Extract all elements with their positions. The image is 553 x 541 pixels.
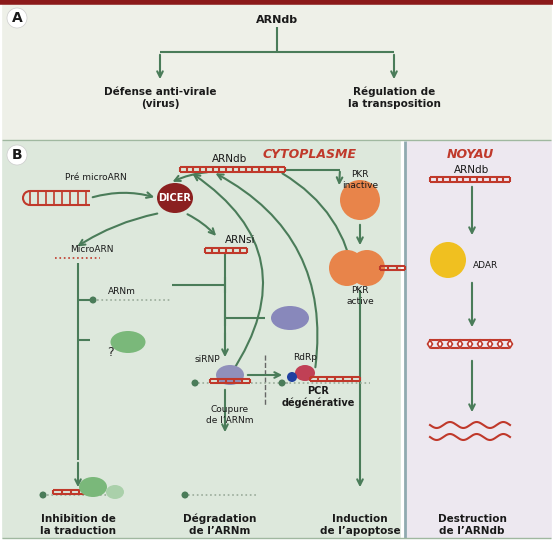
- Polygon shape: [477, 340, 483, 348]
- Text: ADAR: ADAR: [473, 261, 498, 270]
- Polygon shape: [467, 340, 472, 348]
- Polygon shape: [488, 340, 493, 348]
- Text: Coupure
de l’ARNm: Coupure de l’ARNm: [206, 405, 254, 425]
- Circle shape: [329, 250, 365, 286]
- Text: ARNm: ARNm: [108, 287, 136, 296]
- Circle shape: [39, 492, 46, 498]
- Text: B: B: [12, 148, 22, 162]
- Text: ?: ?: [107, 346, 113, 359]
- Ellipse shape: [111, 331, 145, 353]
- Text: DICER: DICER: [159, 193, 191, 203]
- Circle shape: [287, 372, 297, 382]
- Text: CYTOPLASME: CYTOPLASME: [263, 148, 357, 162]
- Text: PKR
inactive: PKR inactive: [342, 170, 378, 190]
- Text: ARNdb: ARNdb: [455, 165, 489, 175]
- Polygon shape: [437, 340, 442, 348]
- Text: A: A: [12, 11, 22, 25]
- Ellipse shape: [157, 183, 193, 213]
- Text: Défense anti-virale
(virus): Défense anti-virale (virus): [104, 87, 216, 109]
- Circle shape: [430, 242, 466, 278]
- Circle shape: [340, 180, 380, 220]
- Ellipse shape: [271, 306, 309, 330]
- Text: PCR
dégénérative: PCR dégénérative: [281, 386, 354, 408]
- Text: NOYAU: NOYAU: [446, 148, 494, 162]
- Text: Destruction
de l’ARNdb: Destruction de l’ARNdb: [437, 514, 507, 536]
- Ellipse shape: [295, 365, 315, 381]
- Text: MicroARN: MicroARN: [70, 246, 113, 254]
- Circle shape: [7, 8, 27, 28]
- Text: PKR
active: PKR active: [346, 286, 374, 306]
- Circle shape: [90, 296, 97, 304]
- Text: ARNdb: ARNdb: [212, 154, 248, 164]
- Polygon shape: [457, 340, 462, 348]
- Bar: [2, 2, 551, 140]
- Ellipse shape: [106, 485, 124, 499]
- Text: Pré microARN: Pré microARN: [65, 174, 127, 182]
- Text: Régulation de
la transposition: Régulation de la transposition: [348, 87, 440, 109]
- Circle shape: [279, 379, 285, 386]
- Text: ARNsi: ARNsi: [225, 235, 255, 245]
- Ellipse shape: [79, 477, 107, 497]
- Bar: [2, 141, 400, 538]
- Circle shape: [7, 145, 27, 165]
- Text: RdRp: RdRp: [293, 353, 317, 361]
- Polygon shape: [498, 340, 503, 348]
- Text: Inhibition de
la traduction: Inhibition de la traduction: [40, 514, 116, 536]
- Polygon shape: [447, 340, 452, 348]
- Text: Induction
de l’apoptose: Induction de l’apoptose: [320, 514, 400, 536]
- Circle shape: [349, 250, 385, 286]
- Polygon shape: [427, 340, 432, 348]
- Ellipse shape: [216, 365, 244, 385]
- Polygon shape: [508, 340, 513, 348]
- Circle shape: [191, 379, 199, 386]
- Circle shape: [181, 492, 189, 498]
- Text: ARNdb: ARNdb: [256, 15, 298, 25]
- Text: siRNP: siRNP: [195, 355, 221, 365]
- Bar: [406, 141, 551, 538]
- Text: Dégradation
de l’ARNm: Dégradation de l’ARNm: [183, 514, 257, 536]
